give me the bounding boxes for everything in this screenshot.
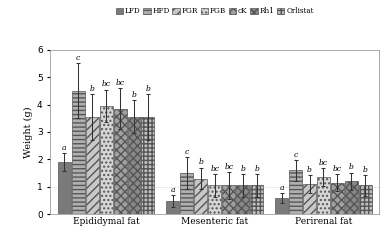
Text: a: a [62, 144, 67, 152]
Text: c: c [293, 151, 298, 159]
Text: b: b [240, 165, 245, 173]
Text: bc: bc [333, 165, 342, 173]
Text: a: a [279, 184, 284, 192]
Bar [113, 109, 127, 214]
Text: bc: bc [210, 165, 219, 173]
Text: b: b [90, 84, 94, 93]
Text: b: b [146, 84, 151, 93]
Text: b: b [254, 165, 259, 173]
Text: bc: bc [224, 163, 233, 171]
Bar [72, 91, 85, 214]
Bar [142, 117, 154, 214]
Bar [303, 184, 316, 214]
Text: bc: bc [101, 80, 111, 88]
Text: b: b [349, 163, 354, 171]
Bar [222, 185, 235, 214]
Bar [331, 183, 344, 214]
Text: c: c [76, 54, 80, 62]
Bar [86, 117, 99, 214]
Bar [194, 179, 207, 214]
Bar [317, 177, 330, 214]
Bar [166, 201, 180, 214]
Bar [275, 198, 288, 214]
Text: bc: bc [115, 79, 125, 87]
Bar [236, 185, 249, 214]
Legend: LFD, HFD, FGR, FGB, cK, Rh1, Orlistat: LFD, HFD, FGR, FGB, cK, Rh1, Orlistat [116, 7, 314, 15]
Text: b: b [132, 91, 137, 99]
Bar [289, 170, 302, 214]
Bar [345, 181, 358, 214]
Text: b: b [363, 166, 368, 174]
Bar [128, 117, 140, 214]
Bar [180, 173, 194, 214]
Text: a: a [171, 186, 175, 194]
Bar [99, 106, 113, 214]
Text: b: b [307, 166, 312, 174]
Text: b: b [199, 158, 203, 167]
Bar [250, 185, 263, 214]
Bar [359, 185, 372, 214]
Text: c: c [185, 147, 189, 156]
Text: bc: bc [319, 159, 328, 167]
Y-axis label: Weight (g): Weight (g) [24, 106, 33, 158]
Bar [58, 162, 71, 214]
Bar [208, 185, 221, 214]
